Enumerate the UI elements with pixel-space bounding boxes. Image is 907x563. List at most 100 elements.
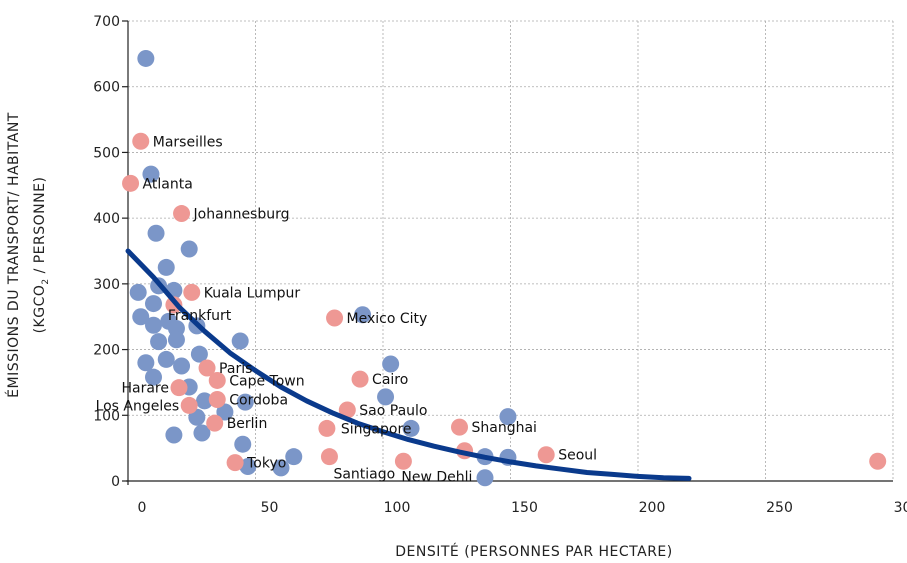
city-label: Tokyo: [246, 456, 286, 472]
y-tick-label: 500: [93, 145, 120, 161]
city-data-point: [122, 174, 140, 192]
city-data-point: [869, 452, 887, 470]
y-axis-title-line1: ÉMISSIONS DU TRANSPORT/ HABITANT: [5, 112, 22, 398]
data-point: [142, 165, 160, 183]
data-point: [137, 354, 155, 372]
city-label: Santiago: [333, 467, 395, 483]
city-data-point: [226, 454, 244, 472]
city-data-point: [173, 205, 191, 223]
y-tick-labels: 0 100 200 300 400 500 600 700: [93, 14, 128, 490]
x-tick-label: 50: [261, 500, 279, 516]
city-label: Cordoba: [229, 393, 288, 409]
data-point: [129, 283, 147, 301]
x-tick-label: 300: [894, 500, 907, 516]
city-label: Kuala Lumpur: [204, 285, 301, 301]
data-point: [231, 332, 249, 350]
city-data-point: [206, 414, 224, 432]
data-point: [193, 424, 211, 442]
city-label: Los Angeles: [96, 398, 180, 414]
x-tick-labels: 0 50 100 150 200 250 300: [138, 500, 907, 516]
data-point: [382, 355, 400, 373]
y-axis-title-line2: (KGCO2 / PERSONNE): [32, 177, 51, 334]
data-point: [132, 308, 150, 326]
city-data-point: [537, 446, 555, 464]
city-label: Shanghai: [472, 420, 537, 436]
city-data-point: [326, 309, 344, 327]
y-axis-title-line2-sub: 2: [41, 278, 51, 284]
x-tick-label: 150: [511, 500, 538, 516]
data-point: [377, 388, 395, 406]
city-label: Harare: [121, 381, 169, 397]
data-point: [476, 469, 494, 487]
city-data-point: [183, 283, 201, 301]
city-data-point: [170, 379, 188, 397]
city-label: Seoul: [558, 448, 597, 464]
city-data-point: [338, 401, 356, 419]
city-label: Singapore: [341, 421, 412, 437]
data-point: [234, 435, 252, 453]
data-point: [236, 393, 254, 411]
city-label: Mexico City: [347, 311, 428, 327]
city-data-point: [320, 448, 338, 466]
city-label: New Dehli: [401, 469, 472, 485]
y-tick-label: 300: [93, 277, 120, 293]
x-tick-label: 250: [766, 500, 793, 516]
city-label: Johannesburg: [193, 207, 290, 223]
grid: [128, 20, 894, 481]
x-tick-label: 0: [138, 500, 147, 516]
x-tick-label: 100: [384, 500, 411, 516]
city-label: Atlanta: [143, 176, 193, 192]
city-label: Cape Town: [229, 373, 304, 389]
city-data-point: [394, 452, 412, 470]
y-axis-title-line2-pre: (KGCO: [32, 285, 48, 334]
data-point: [157, 350, 175, 368]
city-data-point: [451, 418, 468, 436]
x-axis-title: DENSITÉ (PERSONNES PAR HECTARE): [395, 543, 673, 560]
data-point: [216, 403, 234, 421]
data-point: [145, 368, 162, 386]
city-label: Marseilles: [153, 134, 223, 150]
data-point: [499, 408, 517, 426]
data-point: [285, 448, 303, 466]
y-axis-title-line2-post: / PERSONNE): [32, 177, 48, 279]
data-point: [165, 426, 183, 444]
data-point: [173, 357, 191, 375]
data-point: [239, 458, 257, 476]
city-label: Sao Paulo: [359, 403, 427, 419]
data-point: [147, 224, 165, 242]
y-tick-label: 400: [93, 211, 120, 227]
data-point: [137, 49, 155, 67]
city-label: Paris: [219, 361, 252, 377]
y-tick-label: 600: [93, 80, 120, 96]
data-point: [272, 459, 290, 477]
data-point: [354, 306, 372, 324]
data-point: [167, 331, 185, 349]
city-label: Frankfurt: [168, 308, 232, 324]
city-label: Cairo: [372, 372, 408, 388]
trend-line: [125, 248, 692, 481]
data-point: [150, 333, 168, 351]
city-label: Berlin: [227, 416, 268, 432]
trend-curve: [125, 248, 692, 481]
y-tick-label: 100: [93, 408, 120, 424]
data-point: [402, 419, 420, 437]
y-tick-label: 200: [93, 343, 120, 359]
y-tick-label: 0: [111, 474, 120, 490]
data-point: [190, 345, 208, 363]
city-data-point: [351, 370, 369, 388]
data-points: [122, 49, 887, 487]
data-point: [145, 316, 162, 334]
city-data-point: [180, 396, 198, 414]
data-point: [157, 258, 175, 276]
y-tick-label: 700: [93, 14, 120, 30]
data-point: [196, 392, 213, 410]
city-data-point: [132, 132, 150, 150]
city-data-point: [208, 391, 226, 409]
data-point: [180, 240, 198, 258]
x-tick-label: 200: [639, 500, 666, 516]
city-data-point: [208, 371, 226, 389]
city-data-point: [198, 359, 216, 377]
data-point: [145, 295, 162, 313]
